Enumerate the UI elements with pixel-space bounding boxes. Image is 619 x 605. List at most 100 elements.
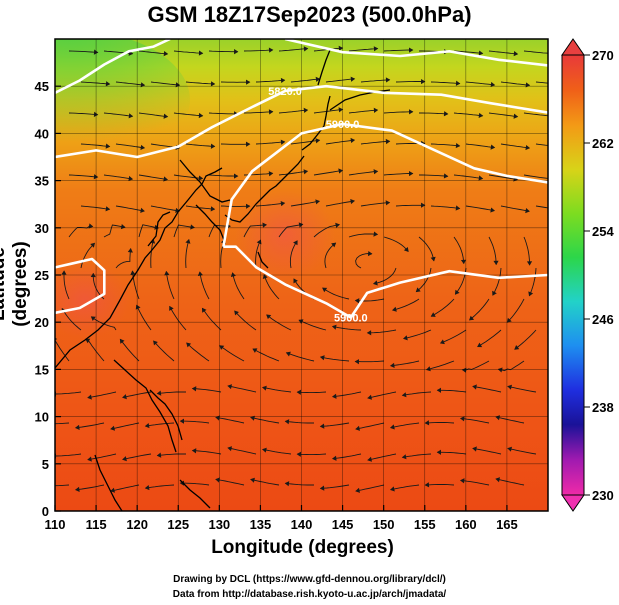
streamline-arrow (315, 76, 321, 82)
streamline (324, 242, 336, 269)
streamline (430, 81, 460, 85)
streamline-arrow (201, 307, 207, 313)
field-high-region-east (235, 190, 335, 280)
streamline (278, 109, 308, 114)
streamline (430, 143, 460, 147)
streamline-arrow (75, 486, 80, 492)
x-tick-label: 145 (332, 517, 354, 532)
streamline (507, 447, 537, 455)
streamline-arrow (335, 222, 340, 228)
streamline (199, 271, 210, 300)
streamline (185, 81, 215, 85)
streamline-arrow (455, 205, 461, 211)
streamline (290, 139, 320, 145)
coastlines (55, 49, 391, 511)
streamline-arrow (234, 49, 239, 55)
streamline (453, 174, 483, 180)
streamline-arrow (268, 47, 274, 53)
streamline (440, 329, 467, 344)
streamline-arrow (75, 424, 80, 430)
streamline-arrow (385, 138, 391, 145)
streamline (320, 356, 350, 362)
streamline-arrow (210, 143, 216, 149)
streamline-arrow (424, 482, 430, 488)
streamline-arrow (472, 446, 477, 452)
streamline (119, 338, 140, 362)
streamline (348, 233, 378, 238)
streamline-arrow (528, 291, 534, 297)
streamline-arrow (443, 111, 449, 117)
contour-line (223, 245, 548, 319)
streamline (419, 112, 448, 115)
streamline (138, 224, 159, 238)
streamline (227, 447, 257, 455)
streamline (185, 205, 215, 210)
streamline (138, 50, 168, 55)
streamline-arrow (227, 446, 232, 452)
credit-data-source: Data from http://database.rish.kyoto-u.a… (172, 589, 447, 600)
streamline-arrow (319, 423, 325, 429)
streamline-arrow (436, 449, 441, 455)
streamline (63, 270, 70, 300)
streamline (192, 388, 222, 393)
streamline (252, 348, 280, 362)
colorbar-min-arrow (561, 494, 585, 512)
streamline-arrow (140, 207, 145, 213)
streamline (332, 391, 362, 398)
streamline (255, 202, 285, 207)
streamline-arrow (367, 456, 372, 462)
streamline-arrow (331, 324, 337, 330)
y-tick-label: 5 (42, 457, 49, 472)
streamline-arrow (439, 339, 445, 345)
streamline (278, 170, 308, 176)
streamline (390, 484, 420, 491)
streamline-arrow (319, 485, 325, 491)
streamline-arrow (322, 287, 328, 293)
streamline-arrow (420, 202, 426, 208)
streamline (348, 170, 378, 176)
streamline-arrow (262, 385, 267, 391)
streamline (103, 174, 133, 180)
streamline-arrow (293, 240, 298, 246)
streamline (215, 478, 245, 486)
grid-lines (55, 39, 548, 511)
streamline-arrow (373, 231, 379, 237)
streamline (150, 239, 154, 269)
streamline (535, 143, 548, 146)
streamline (208, 50, 238, 53)
streamline (115, 248, 132, 269)
colorbar-tick-label: 230 (592, 488, 614, 503)
streamline-arrow (298, 319, 304, 325)
streamline (290, 200, 320, 207)
contour-label: 5820.0 (268, 86, 302, 98)
streamline (185, 143, 215, 147)
streamline (430, 205, 460, 209)
streamline (266, 314, 292, 331)
colorbar-gradient (561, 54, 585, 496)
streamline (150, 81, 180, 86)
streamline-arrow (185, 238, 191, 244)
streamline-arrow (128, 113, 134, 119)
streamline (232, 272, 245, 300)
streamline (313, 108, 343, 114)
chart-title: GSM 18Z17Sep2023 (500.0hPa) (147, 2, 472, 27)
streamline (320, 422, 350, 427)
streamline-arrow (186, 342, 192, 348)
streamline-arrow (210, 206, 216, 212)
streamline-arrow (493, 260, 499, 266)
streamline-arrow (373, 169, 379, 175)
streamline-arrow (495, 477, 500, 483)
height-contours: 5900.0 5900.0 5820.0 (55, 39, 548, 324)
streamline (390, 422, 420, 429)
streamline-arrow (525, 145, 531, 151)
streamline (138, 112, 168, 118)
streamline (285, 420, 314, 424)
streamline-arrow (285, 351, 291, 357)
streamline-arrow (144, 423, 150, 429)
streamline (322, 287, 350, 300)
streamline (297, 453, 327, 456)
streamline-arrow (315, 199, 320, 205)
streamline-arrow (354, 298, 360, 304)
streamline (495, 416, 525, 424)
streamline (68, 174, 98, 178)
